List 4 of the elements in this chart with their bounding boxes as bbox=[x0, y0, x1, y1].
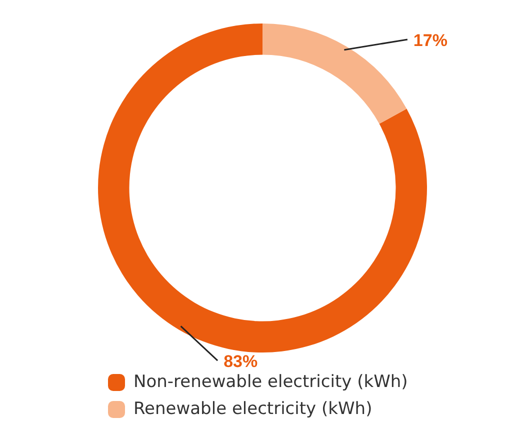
legend-label: Renewable electricity (kWh) bbox=[134, 398, 372, 419]
data-label: 83% bbox=[224, 352, 258, 372]
legend-label: Non-renewable electricity (kWh) bbox=[134, 372, 408, 392]
data-label: 17% bbox=[413, 31, 448, 50]
